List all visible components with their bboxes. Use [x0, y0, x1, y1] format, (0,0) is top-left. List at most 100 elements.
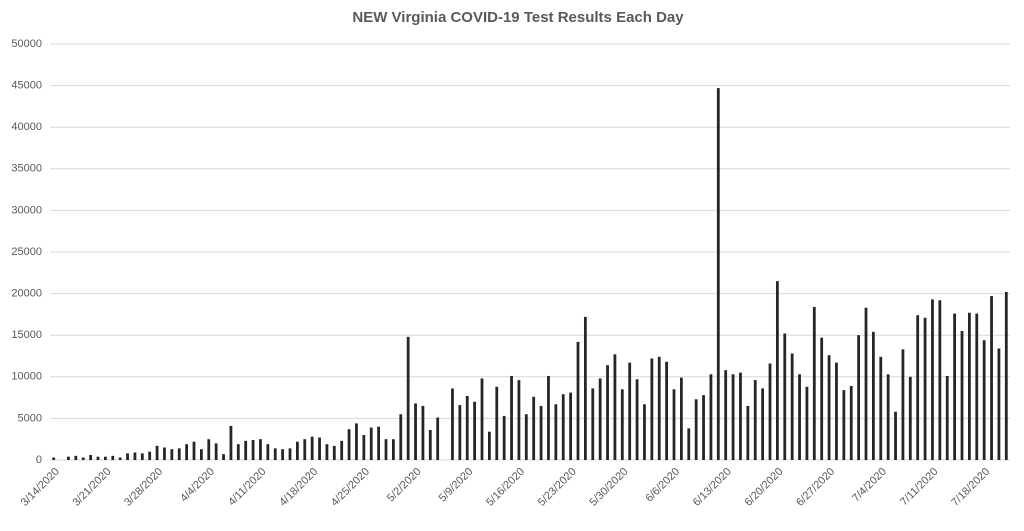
bar	[428, 430, 432, 460]
bar	[561, 394, 565, 460]
bar	[96, 456, 100, 460]
bar	[931, 299, 934, 460]
bar	[502, 415, 506, 460]
bar	[355, 423, 358, 460]
bar	[635, 379, 639, 460]
bar	[591, 388, 595, 460]
bar	[620, 389, 624, 460]
x-tick-label: 5/9/2020	[437, 466, 476, 505]
x-tick-label: 3/21/2020	[70, 466, 113, 509]
bar	[820, 337, 824, 460]
y-tick-label: 50000	[11, 38, 42, 50]
x-tick-label: 5/30/2020	[587, 466, 630, 509]
x-tick-label: 6/6/2020	[643, 466, 682, 505]
bar	[517, 380, 521, 460]
bar	[303, 439, 307, 460]
bar	[613, 354, 617, 460]
x-tick-label: 3/28/2020	[122, 466, 165, 509]
x-tick-label: 4/11/2020	[226, 466, 269, 509]
x-tick-label: 4/25/2020	[329, 466, 372, 509]
bar	[273, 448, 277, 460]
bar	[871, 331, 875, 460]
bar	[222, 454, 225, 460]
bar	[768, 363, 772, 460]
bar	[185, 444, 189, 460]
bar	[52, 457, 56, 460]
bar	[103, 456, 107, 460]
x-tick-label: 4/18/2020	[277, 466, 320, 509]
x-tick-label: 6/27/2020	[794, 466, 837, 509]
bar	[657, 356, 661, 460]
bar	[495, 386, 499, 460]
bar	[155, 445, 159, 460]
x-tick-label: 5/2/2020	[385, 466, 424, 505]
bar	[598, 378, 602, 460]
y-tick-label: 10000	[11, 371, 42, 383]
bar	[451, 388, 454, 460]
x-tick-label: 3/14/2020	[19, 466, 62, 509]
bar	[569, 392, 573, 460]
y-tick-label: 35000	[11, 163, 42, 175]
bar	[953, 313, 957, 460]
bar	[89, 455, 93, 460]
bar	[406, 336, 410, 460]
bar	[716, 88, 720, 460]
bar	[377, 426, 381, 460]
y-tick-label: 15000	[11, 329, 42, 341]
bar	[982, 340, 986, 460]
bar	[672, 389, 676, 460]
bar	[923, 317, 927, 460]
bar	[421, 405, 425, 460]
bar	[835, 362, 838, 460]
bar	[473, 401, 477, 460]
bar	[163, 447, 166, 460]
bar	[960, 331, 964, 460]
bar	[790, 353, 794, 460]
bar	[864, 307, 868, 460]
bar	[465, 395, 469, 460]
bar	[687, 428, 691, 460]
bar	[576, 341, 580, 460]
x-tick-label: 7/11/2020	[898, 466, 941, 509]
bar	[118, 457, 122, 460]
bar	[746, 405, 750, 460]
bar	[140, 453, 144, 460]
bar	[990, 296, 993, 460]
bar	[244, 440, 248, 460]
bar	[532, 396, 536, 460]
bar	[281, 449, 285, 460]
y-tick-label: 0	[36, 454, 42, 466]
y-tick-label: 30000	[11, 204, 42, 216]
y-tick-label: 45000	[11, 80, 42, 92]
bar	[81, 457, 85, 460]
bar	[702, 395, 705, 460]
bar	[236, 444, 240, 460]
bar	[665, 361, 669, 460]
bar	[229, 425, 233, 460]
bar	[148, 451, 152, 460]
bar	[886, 374, 890, 460]
bar	[945, 375, 949, 460]
y-tick-label: 40000	[11, 121, 42, 133]
bar	[332, 445, 336, 460]
bar	[739, 372, 742, 460]
bar	[310, 436, 314, 460]
bar	[643, 404, 646, 460]
bar	[849, 385, 853, 460]
bar	[783, 333, 787, 460]
bar	[901, 349, 905, 460]
y-tick-label: 20000	[11, 288, 42, 300]
bar	[938, 300, 942, 460]
bar	[606, 365, 609, 460]
bar	[133, 452, 137, 460]
bar	[510, 375, 513, 460]
bar	[724, 370, 728, 460]
bar	[362, 435, 366, 460]
bar	[111, 455, 115, 460]
bar	[694, 399, 698, 460]
bar	[975, 313, 979, 460]
x-tick-label: 5/23/2020	[536, 466, 579, 509]
bar	[436, 417, 440, 460]
